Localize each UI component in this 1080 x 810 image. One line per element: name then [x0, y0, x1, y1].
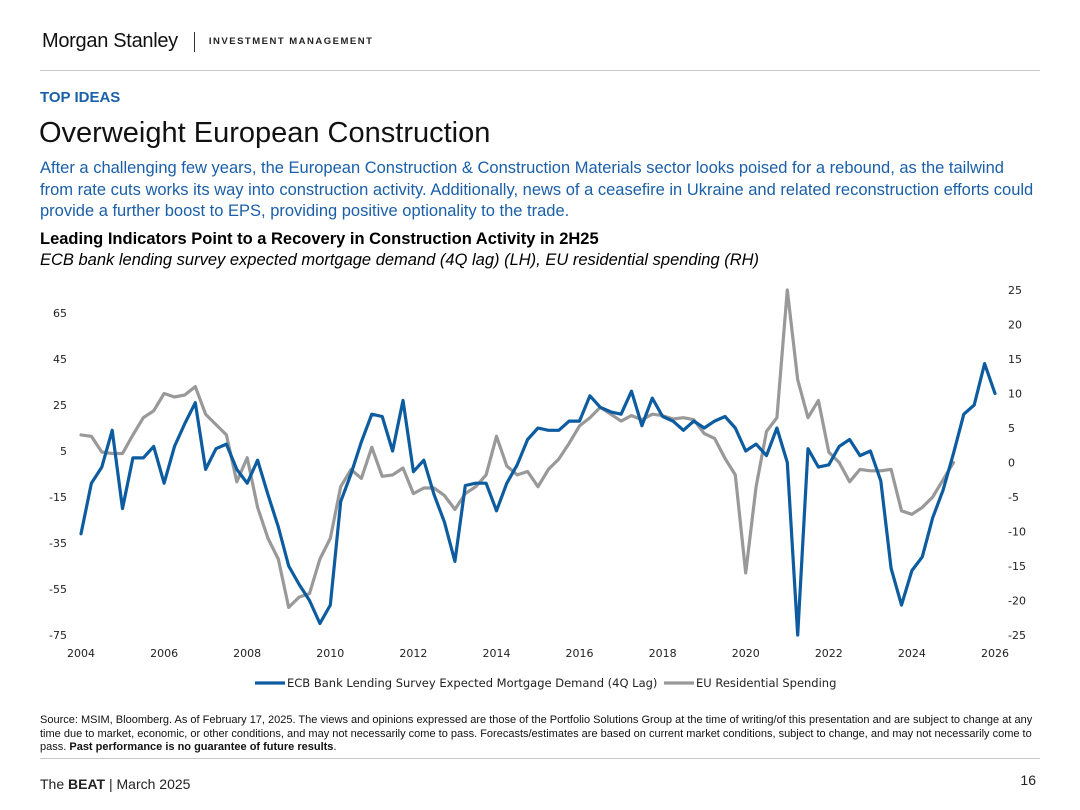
right-tick-label: -15: [1008, 560, 1026, 573]
brand-logo: Morgan Stanley: [42, 30, 178, 52]
x-tick-label: 2020: [732, 647, 760, 660]
page-number: 16: [1020, 772, 1036, 788]
footer-publication: BEAT: [68, 776, 106, 792]
chart-legend: ECB Bank Lending Survey Expected Mortgag…: [255, 676, 836, 690]
right-tick-label: -5: [1008, 491, 1019, 504]
x-tick-label: 2012: [399, 647, 427, 660]
footer-rule: [40, 758, 1040, 759]
brand-header: Morgan Stanley INVESTMENT MANAGEMENT: [42, 30, 373, 53]
left-tick-label: 65: [53, 307, 67, 320]
x-tick-label: 2026: [981, 647, 1009, 660]
x-tick-label: 2008: [233, 647, 261, 660]
footer-label: The BEAT | March 2025: [40, 776, 190, 792]
right-axis: 25 20 15 10 5 0 -5 -10 -15 -20 -25: [1008, 284, 1026, 642]
chart-title: Leading Indicators Point to a Recovery i…: [40, 230, 599, 248]
left-tick-label: -75: [49, 629, 67, 642]
left-tick-label: -15: [49, 491, 67, 504]
legend-ecb-label: ECB Bank Lending Survey Expected Mortgag…: [287, 676, 657, 690]
source-text: Source: MSIM, Bloomberg. As of February …: [40, 714, 1033, 753]
left-tick-label: 45: [53, 353, 67, 366]
x-tick-label: 2022: [815, 647, 843, 660]
right-tick-label: 25: [1008, 284, 1022, 297]
right-tick-label: 10: [1008, 388, 1022, 401]
right-tick-label: -20: [1008, 595, 1026, 608]
intro-text: After a challenging few years, the Europ…: [40, 159, 1034, 220]
source-end: .: [333, 741, 337, 753]
left-tick-label: -35: [49, 537, 67, 550]
right-tick-label: 15: [1008, 353, 1022, 366]
eu-residential-spending-line: [79, 288, 956, 609]
right-tick-label: -25: [1008, 629, 1026, 642]
right-tick-label: 20: [1008, 319, 1022, 332]
right-tick-label: 0: [1008, 457, 1015, 470]
left-axis: 65 45 25 5 -15 -35 -55 -75: [49, 307, 67, 642]
x-tick-label: 2006: [150, 647, 178, 660]
footer-prefix: The: [40, 776, 69, 792]
plot-area: [79, 288, 997, 637]
x-tick-label: 2024: [898, 647, 926, 660]
right-tick-label: -10: [1008, 526, 1026, 539]
x-tick-label: 2004: [67, 647, 95, 660]
left-tick-label: 25: [53, 399, 67, 412]
section-label: TOP IDEAS: [40, 89, 121, 106]
chart-subtitle: ECB bank lending survey expected mortgag…: [40, 251, 760, 269]
dual-axis-line-chart: 65 45 25 5 -15 -35 -55 -75 25 20 15 10 5 0 -5 -10 -15 -2…: [49, 284, 1026, 690]
right-tick-label: 5: [1008, 422, 1015, 435]
left-tick-label: 5: [60, 445, 67, 458]
x-tick-label: 2010: [316, 647, 344, 660]
x-axis: 2004 2006 2008 2010 2012 2014 2016 2018 2020 2022…: [67, 647, 1009, 660]
page-title: Overweight European Construction: [39, 117, 491, 149]
source-note: Source: MSIM, Bloomberg. As of February …: [40, 714, 1040, 755]
ecb-mortgage-demand-line: [79, 361, 997, 637]
header-rule: [40, 70, 1040, 71]
legend-eu-residential-label: EU Residential Spending: [696, 676, 836, 690]
x-tick-label: 2014: [482, 647, 510, 660]
footer-date: | March 2025: [105, 776, 191, 792]
disclaimer-bold: Past performance is no guarantee of futu…: [69, 741, 334, 753]
left-tick-label: -55: [49, 583, 67, 596]
brand-division: INVESTMENT MANAGEMENT: [208, 36, 374, 47]
x-tick-label: 2016: [566, 647, 594, 660]
x-tick-label: 2018: [649, 647, 677, 660]
brand-divider: [193, 31, 195, 52]
